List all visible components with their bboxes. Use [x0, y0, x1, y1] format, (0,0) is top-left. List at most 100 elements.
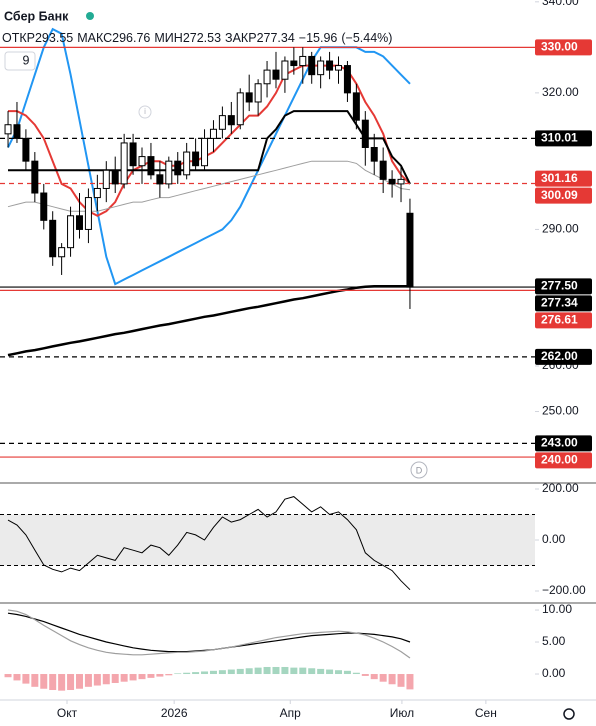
histogram-bar: [281, 666, 289, 675]
histogram-bar: [406, 674, 414, 690]
histogram-bar: [361, 674, 369, 676]
info-icon[interactable]: [138, 105, 152, 119]
histogram-bar: [147, 674, 155, 678]
dividend-icon[interactable]: [410, 461, 428, 479]
ohlc-label: МИН: [154, 31, 182, 45]
candle-body: [326, 60, 334, 71]
candle-body: [263, 69, 271, 85]
histogram-bar: [129, 674, 137, 681]
price-label: 262.00: [541, 349, 578, 363]
candle-body: [183, 151, 191, 176]
x-tick-label: Июл: [390, 706, 414, 720]
candle-body: [317, 60, 325, 76]
candle-body: [93, 187, 101, 199]
ohlc-label: ЗАКР: [225, 31, 257, 45]
candle-body: [75, 215, 83, 230]
ohlc-label: МАКС: [77, 31, 112, 45]
histogram-bar: [370, 674, 378, 680]
histogram-bar: [75, 674, 83, 689]
price-label-box: [535, 170, 592, 187]
histogram-bar: [379, 674, 387, 682]
ohlc-value: 293.55: [35, 31, 73, 45]
histogram-bar: [290, 667, 298, 675]
price-label: 277.50: [541, 279, 578, 293]
histogram-bar: [352, 672, 360, 675]
indicator-line: [8, 64, 411, 217]
histogram-bar: [397, 674, 405, 687]
histogram-bar: [343, 670, 351, 675]
indicator-line: [7, 285, 410, 357]
histogram-bar: [22, 674, 30, 684]
histogram-bar: [102, 674, 110, 685]
candle-body: [343, 65, 351, 94]
histogram-bar: [174, 673, 182, 675]
candle-body: [174, 160, 182, 176]
y-tick-label: 0.00: [542, 666, 566, 680]
candle-body: [281, 60, 289, 80]
candle-body: [40, 192, 48, 221]
ohlc-value: 296.76: [112, 31, 150, 45]
x-tick-label: 2026: [161, 706, 188, 720]
macd: [4, 609, 414, 691]
oscillator-band: [0, 514, 535, 566]
candle-body: [120, 142, 128, 185]
change-value: −15.96: [299, 31, 338, 45]
price-label: 301.16: [541, 171, 578, 185]
price-label: 243.00: [541, 436, 578, 450]
x-tick-label: Сен: [475, 706, 497, 720]
histogram-bar: [308, 668, 316, 675]
candle-body: [361, 119, 369, 148]
price-label-box: [535, 130, 592, 147]
histogram-bar: [31, 674, 39, 687]
candle-body: [156, 174, 164, 185]
y-tick-label: 290.00: [542, 222, 579, 236]
price-label: 276.61: [541, 313, 578, 327]
price-label-box: [535, 312, 592, 329]
y-tick-label: 0.00: [542, 532, 566, 546]
histogram-bar: [272, 666, 280, 675]
candle-body: [58, 247, 66, 258]
candle-body: [49, 219, 57, 258]
candle-body: [370, 146, 378, 162]
price-label: 330.00: [541, 40, 578, 54]
ohlc-label: ОТКР: [2, 31, 35, 45]
macd-line: [7, 609, 411, 659]
histogram-bar: [4, 674, 12, 678]
status-dot: [86, 12, 94, 20]
price-label: 277.34: [541, 296, 578, 310]
candle-body: [406, 212, 414, 288]
histogram-bar: [58, 674, 66, 691]
x-tick-label: Апр: [280, 706, 302, 720]
histogram-bar: [156, 674, 164, 677]
y-tick-label: −200.00: [542, 583, 586, 597]
candle-body: [4, 124, 12, 135]
histogram-bar: [326, 669, 334, 675]
candle-body: [147, 156, 155, 176]
histogram-bar: [227, 669, 235, 675]
candle-body: [31, 160, 39, 194]
candle-body: [138, 156, 146, 167]
candle-body: [67, 215, 75, 249]
candle-body: [192, 151, 200, 167]
price-label-box: [535, 278, 592, 295]
candle-body: [22, 137, 30, 162]
candle-body: [388, 178, 396, 185]
candle-body: [111, 169, 119, 185]
candle-body: [236, 92, 244, 126]
histogram-bar: [111, 674, 119, 683]
price-label-box: [535, 348, 592, 365]
y-tick-label: 250.00: [542, 404, 579, 418]
change-percent: (−5.44%): [341, 31, 392, 45]
histogram-bar: [245, 668, 253, 675]
oscillator-line: [7, 496, 411, 591]
y-tick-label: 10.00: [542, 602, 572, 616]
candle-body: [308, 55, 316, 76]
price-label-box: [535, 187, 592, 204]
histogram-bar: [299, 667, 307, 675]
ohlc-value: 277.34: [257, 31, 295, 45]
settings-icon[interactable]: [563, 708, 575, 720]
histogram-bar: [138, 674, 146, 680]
price-label: 310.01: [541, 131, 578, 145]
histogram-bar: [317, 668, 325, 675]
